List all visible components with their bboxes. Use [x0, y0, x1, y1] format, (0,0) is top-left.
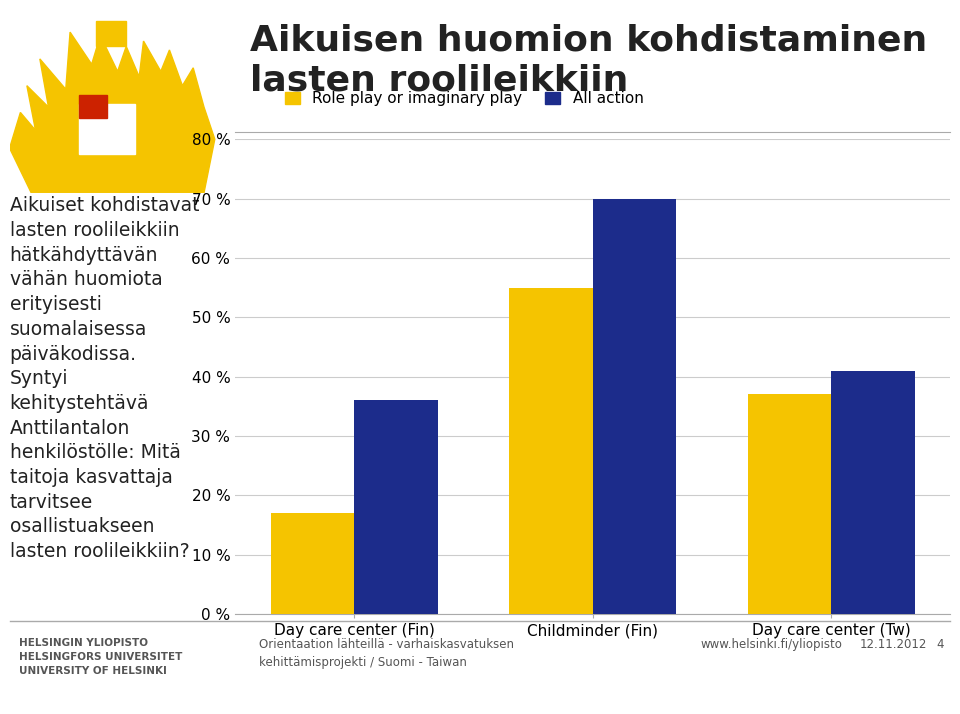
Legend: Role play or imaginary play, All action: Role play or imaginary play, All action	[278, 85, 650, 112]
Text: Orientaation lähteillä - varhaiskasvatuksen
kehittämisprojekti / Suomi - Taiwan: Orientaation lähteillä - varhaiskasvatuk…	[259, 638, 515, 669]
Text: Aikuisen huomion kohdistaminen
lasten roolileikkiin: Aikuisen huomion kohdistaminen lasten ro…	[250, 24, 926, 97]
Bar	[354, 401, 438, 614]
Bar	[96, 21, 127, 46]
Text: Aikuiset kohdistavat
lasten roolileikkiin
hätkähdyttävän
vähän huomiota
erityise: Aikuiset kohdistavat lasten roolileikkii…	[10, 196, 199, 561]
Text: 12.11.2012: 12.11.2012	[859, 638, 926, 651]
Bar	[79, 104, 134, 154]
Bar	[79, 94, 107, 118]
Bar	[592, 198, 676, 614]
Bar	[748, 394, 831, 614]
Bar	[271, 513, 354, 614]
Bar	[831, 371, 915, 614]
Text: 4: 4	[936, 638, 944, 651]
Text: www.helsinki.fi/yliopisto: www.helsinki.fi/yliopisto	[701, 638, 843, 651]
Bar	[510, 288, 592, 614]
Polygon shape	[10, 32, 215, 193]
Text: HELSINGIN YLIOPISTO
HELSINGFORS UNIVERSITET
UNIVERSITY OF HELSINKI: HELSINGIN YLIOPISTO HELSINGFORS UNIVERSI…	[19, 638, 182, 676]
